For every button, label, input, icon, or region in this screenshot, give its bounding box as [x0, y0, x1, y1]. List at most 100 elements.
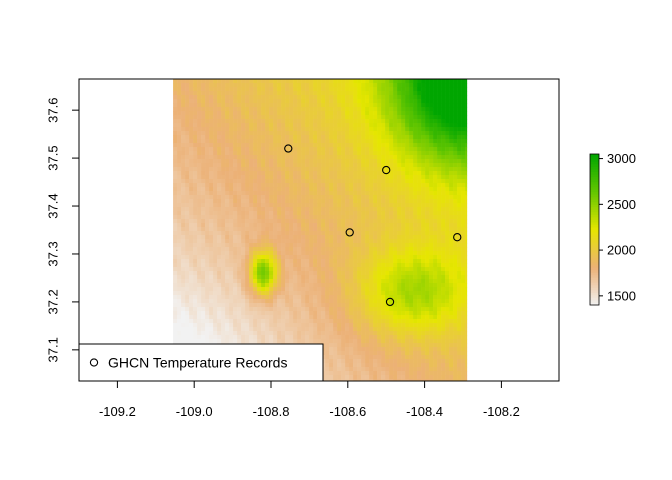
raster-cell [377, 83, 382, 88]
raster-cell [341, 199, 346, 204]
raster-cell [173, 299, 178, 304]
raster-cell [205, 331, 210, 336]
raster-cell [277, 123, 282, 128]
raster-cell [457, 259, 462, 264]
raster-cell [373, 343, 378, 348]
raster-cell [217, 291, 222, 296]
raster-cell [445, 327, 450, 332]
raster-cell [453, 127, 458, 132]
raster-cell [257, 179, 262, 184]
raster-cell [321, 263, 326, 268]
raster-cell [281, 247, 286, 252]
raster-cell [425, 295, 430, 300]
raster-cell [449, 243, 454, 248]
raster-cell [245, 175, 250, 180]
raster-cell [181, 291, 186, 296]
raster-cell [333, 151, 338, 156]
raster-cell [197, 215, 202, 220]
raster-cell [317, 83, 322, 88]
raster-cell [209, 147, 214, 152]
raster-cell [381, 283, 386, 288]
raster-cell [249, 339, 254, 344]
raster-cell [329, 299, 334, 304]
raster-cell [313, 279, 318, 284]
raster-cell [309, 323, 314, 328]
raster-cell [341, 79, 346, 84]
raster-cell [393, 303, 398, 308]
raster-cell [453, 183, 458, 188]
raster-cell [205, 99, 210, 104]
raster-cell [201, 291, 206, 296]
raster-cell [369, 231, 374, 236]
raster-cell [409, 239, 414, 244]
raster-cell [369, 143, 374, 148]
raster-cell [193, 267, 198, 272]
raster-cell [445, 323, 450, 328]
raster-cell [193, 151, 198, 156]
raster-cell [341, 339, 346, 344]
raster-cell [345, 203, 350, 208]
raster-cell [377, 191, 382, 196]
raster-cell [233, 263, 238, 268]
raster-cell [413, 299, 418, 304]
raster-cell [281, 103, 286, 108]
raster-cell [213, 211, 218, 216]
raster-cell [325, 223, 330, 228]
raster-cell [397, 291, 402, 296]
raster-cell [453, 283, 458, 288]
raster-cell [413, 171, 418, 176]
raster-cell [373, 303, 378, 308]
raster-cell [449, 287, 454, 292]
raster-cell [241, 299, 246, 304]
raster-cell [177, 171, 182, 176]
raster-cell [369, 227, 374, 232]
raster-cell [269, 127, 274, 132]
raster-cell [369, 87, 374, 92]
raster-cell [221, 303, 226, 308]
raster-cell [413, 307, 418, 312]
raster-cell [245, 131, 250, 136]
raster-cell [321, 147, 326, 152]
raster-cell [177, 219, 182, 224]
raster-cell [461, 95, 466, 100]
raster-cell [233, 163, 238, 168]
raster-cell [241, 135, 246, 140]
raster-cell [257, 323, 262, 328]
raster-cell [201, 159, 206, 164]
raster-cell [349, 135, 354, 140]
raster-cell [193, 207, 198, 212]
raster-cell [281, 123, 286, 128]
raster-cell [281, 163, 286, 168]
raster-cell [209, 131, 214, 136]
raster-cell [385, 163, 390, 168]
raster-cell [201, 247, 206, 252]
raster-cell [445, 171, 450, 176]
raster-cell [233, 335, 238, 340]
raster-cell [249, 115, 254, 120]
raster-cell [317, 239, 322, 244]
raster-cell [445, 331, 450, 336]
raster-cell [429, 123, 434, 128]
raster-cell [273, 339, 278, 344]
raster-cell [421, 143, 426, 148]
raster-cell [269, 147, 274, 152]
raster-cell [349, 235, 354, 240]
raster-cell [425, 243, 430, 248]
raster-cell [269, 183, 274, 188]
raster-cell [305, 299, 310, 304]
raster-cell [465, 95, 468, 100]
raster-cell [353, 175, 358, 180]
raster-cell [197, 139, 202, 144]
raster-cell [277, 195, 282, 200]
raster-cell [369, 111, 374, 116]
raster-cell [265, 311, 270, 316]
raster-cell [309, 119, 314, 124]
raster-cell [393, 163, 398, 168]
raster-cell [369, 191, 374, 196]
raster-cell [453, 199, 458, 204]
raster-cell [401, 83, 406, 88]
raster-cell [281, 223, 286, 228]
raster-cell [277, 331, 282, 336]
raster-cell [269, 235, 274, 240]
raster-cell [173, 167, 178, 172]
